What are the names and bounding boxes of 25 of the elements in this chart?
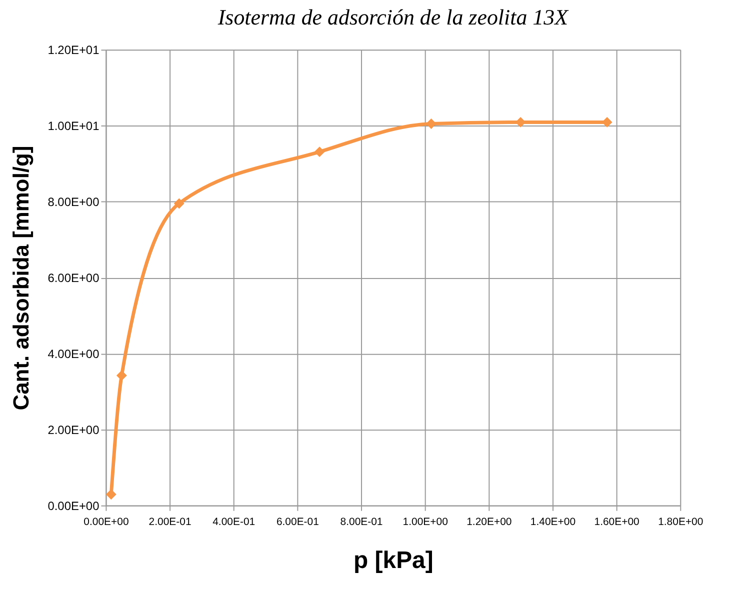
x-tick-label: 6.00E-01: [276, 516, 320, 528]
x-tick-label: 1.20E+00: [466, 516, 512, 528]
point: [426, 118, 436, 129]
y-tick-label: 1.00E+01: [48, 119, 100, 134]
x-tick-label: 1.00E+00: [402, 516, 448, 528]
x-tick-label: 1.60E+00: [594, 516, 640, 528]
x-tick-label: 8.00E-01: [340, 516, 383, 528]
point: [314, 146, 325, 158]
y-tick-label: 2.00E+00: [48, 422, 100, 437]
x-axis-title: p [kPa]: [354, 547, 434, 574]
y-tick-label: 6.00E+00: [48, 271, 100, 286]
x-tick-label: 2.00E-01: [148, 516, 192, 528]
x-tick-label: 0.00E+00: [84, 516, 129, 528]
y-axis-title: Cant. adsorbida [mmol/g]: [8, 146, 34, 410]
y-tick-label: 4.00E+00: [48, 346, 100, 361]
point: [106, 489, 116, 500]
y-tick-label: 8.00E+00: [48, 195, 100, 210]
point: [174, 198, 184, 209]
point: [116, 370, 127, 381]
x-tick-label: 1.80E+00: [658, 516, 704, 528]
y-tick-label: 1.20E+01: [48, 43, 100, 58]
y-tick-label: 0.00E+00: [48, 498, 100, 513]
x-tick-label: 4.00E-01: [212, 516, 256, 528]
x-tick-label: 1.40E+00: [530, 516, 576, 528]
chart-title: Isoterma de adsorción de la zeolita 13X: [216, 4, 570, 30]
